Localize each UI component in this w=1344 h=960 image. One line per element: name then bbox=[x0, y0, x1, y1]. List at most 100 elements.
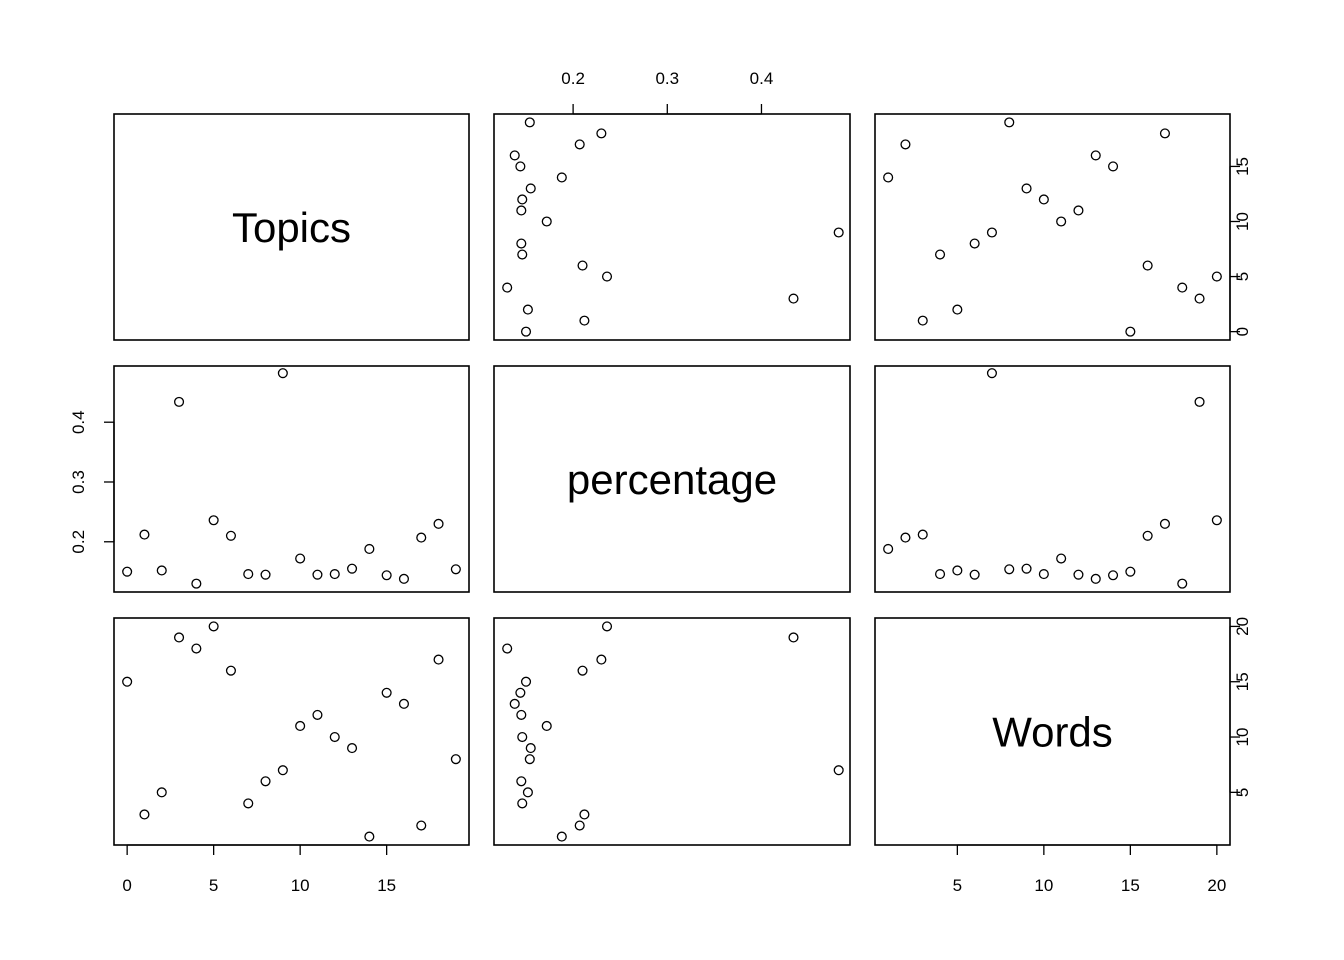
point-Topics-vs-Words-14 bbox=[883, 172, 894, 183]
point-percentage-vs-Words-8 bbox=[969, 569, 980, 580]
point-Words-vs-Topics-18 bbox=[433, 654, 444, 665]
point-Topics-vs-percentage-13 bbox=[525, 183, 536, 194]
point-Topics-vs-percentage-4 bbox=[502, 282, 513, 293]
y-tick-label-right-Words-2: 15 bbox=[1233, 672, 1252, 691]
point-Topics-vs-percentage-8 bbox=[516, 238, 527, 249]
point-percentage-vs-Words-11 bbox=[1073, 569, 1084, 580]
y-tick-label-right-Words-1: 10 bbox=[1233, 728, 1252, 747]
y-tick-label-right-Topics-2: 10 bbox=[1233, 212, 1252, 231]
point-percentage-vs-Words-12 bbox=[1038, 569, 1049, 580]
point-Topics-vs-Words-13 bbox=[1021, 183, 1032, 194]
point-percentage-vs-Topics-16 bbox=[398, 573, 410, 584]
point-percentage-vs-Words-9 bbox=[986, 368, 997, 379]
point-percentage-vs-Words-18 bbox=[1159, 518, 1171, 529]
point-percentage-vs-Words-5 bbox=[1211, 515, 1222, 526]
point-Words-vs-Topics-3 bbox=[173, 632, 185, 643]
point-Words-vs-percentage-19 bbox=[524, 754, 535, 765]
point-percentage-vs-Topics-6 bbox=[225, 530, 236, 541]
y-tick-label-right-Topics-0: 0 bbox=[1233, 327, 1252, 336]
point-percentage-vs-Topics-11 bbox=[312, 569, 323, 580]
point-Topics-vs-percentage-2 bbox=[522, 304, 533, 315]
point-Topics-vs-Words-1 bbox=[917, 315, 928, 326]
point-Words-vs-percentage-0 bbox=[520, 676, 532, 687]
point-percentage-vs-Words-2 bbox=[952, 565, 963, 576]
y-tick-label-right-Words-3: 20 bbox=[1233, 617, 1252, 636]
point-Words-vs-percentage-10 bbox=[541, 720, 552, 732]
point-Topics-vs-Words-4 bbox=[1177, 282, 1188, 293]
point-Topics-vs-Words-16 bbox=[1090, 150, 1101, 161]
point-Words-vs-Topics-17 bbox=[416, 820, 427, 831]
point-Topics-vs-Words-5 bbox=[1211, 271, 1222, 282]
point-Words-vs-Topics-13 bbox=[347, 743, 358, 754]
point-Topics-vs-percentage-11 bbox=[516, 205, 527, 216]
point-Words-vs-Topics-2 bbox=[156, 787, 167, 798]
point-percentage-vs-Words-7 bbox=[934, 569, 946, 580]
point-percentage-vs-Topics-2 bbox=[156, 565, 167, 576]
panel-Topics-Topics bbox=[113, 113, 470, 341]
point-percentage-vs-Topics-19 bbox=[450, 564, 461, 575]
point-Words-vs-Topics-19 bbox=[450, 754, 461, 765]
point-Topics-vs-percentage-1 bbox=[579, 315, 590, 326]
panel-percentage-Topics bbox=[113, 365, 470, 593]
point-Words-vs-Topics-1 bbox=[139, 809, 150, 820]
y-tick-label-right-Topics-1: 5 bbox=[1233, 272, 1252, 281]
point-Words-vs-percentage-18 bbox=[596, 654, 607, 665]
point-percentage-vs-Topics-4 bbox=[191, 578, 202, 589]
panel-Topics-percentage bbox=[493, 113, 851, 341]
point-Words-vs-Topics-16 bbox=[398, 698, 410, 709]
point-Topics-vs-Words-19 bbox=[1004, 117, 1015, 128]
point-percentage-vs-Topics-8 bbox=[260, 569, 271, 580]
y-tick-label-right-Topics-3: 15 bbox=[1233, 157, 1252, 176]
point-Words-vs-percentage-9 bbox=[833, 765, 844, 776]
point-Topics-vs-percentage-5 bbox=[601, 271, 613, 282]
panel-Words-percentage bbox=[493, 617, 851, 846]
x-tick-label-bottom-Topics-0: 0 bbox=[122, 876, 131, 895]
point-Topics-vs-Words-18 bbox=[1159, 128, 1171, 139]
point-Topics-vs-percentage-15 bbox=[515, 161, 526, 172]
point-Topics-vs-Words-8 bbox=[969, 238, 980, 249]
point-percentage-vs-Words-0 bbox=[1125, 566, 1136, 577]
point-percentage-vs-Topics-17 bbox=[416, 532, 427, 543]
point-Words-vs-percentage-14 bbox=[556, 831, 567, 842]
point-percentage-vs-Topics-14 bbox=[364, 543, 375, 555]
point-Words-vs-Topics-9 bbox=[277, 765, 288, 776]
point-Topics-vs-Words-15 bbox=[1108, 161, 1119, 172]
x-tick-label-bottom-Words-0: 5 bbox=[953, 876, 962, 895]
point-Words-vs-percentage-17 bbox=[574, 820, 585, 831]
point-percentage-vs-Topics-5 bbox=[208, 515, 219, 526]
point-Words-vs-percentage-1 bbox=[579, 809, 590, 820]
x-tick-label-bottom-Words-3: 20 bbox=[1207, 876, 1226, 895]
point-percentage-vs-Words-10 bbox=[1056, 553, 1067, 564]
point-Words-vs-percentage-13 bbox=[525, 743, 536, 754]
x-tick-label-bottom-Words-2: 15 bbox=[1121, 876, 1140, 895]
point-percentage-vs-Words-6 bbox=[1142, 530, 1153, 541]
point-percentage-vs-Topics-3 bbox=[173, 396, 185, 407]
point-Topics-vs-percentage-10 bbox=[541, 216, 552, 227]
point-percentage-vs-Words-14 bbox=[883, 543, 894, 555]
point-percentage-vs-Topics-1 bbox=[139, 529, 150, 540]
point-Topics-vs-percentage-0 bbox=[520, 326, 532, 337]
point-Words-vs-percentage-11 bbox=[516, 709, 527, 720]
point-Topics-vs-Words-10 bbox=[1056, 216, 1067, 227]
panel-Words-Topics bbox=[113, 617, 470, 846]
point-Words-vs-percentage-8 bbox=[516, 776, 527, 787]
point-Words-vs-Topics-6 bbox=[225, 665, 236, 676]
point-Topics-vs-Words-7 bbox=[934, 249, 946, 260]
point-Words-vs-percentage-16 bbox=[509, 698, 520, 709]
point-percentage-vs-Words-1 bbox=[917, 529, 928, 540]
point-Words-vs-Topics-11 bbox=[312, 709, 323, 720]
point-Words-vs-Topics-5 bbox=[208, 621, 219, 632]
point-Words-vs-percentage-3 bbox=[788, 632, 799, 643]
point-percentage-vs-Words-3 bbox=[1194, 396, 1205, 407]
point-percentage-vs-Words-15 bbox=[1108, 570, 1119, 581]
point-Topics-vs-Words-3 bbox=[1194, 293, 1205, 304]
point-Words-vs-percentage-6 bbox=[577, 665, 588, 676]
point-Words-vs-Topics-15 bbox=[381, 687, 392, 698]
x-tick-label-bottom-Words-1: 10 bbox=[1034, 876, 1053, 895]
point-percentage-vs-Topics-10 bbox=[295, 553, 306, 564]
point-Words-vs-Topics-8 bbox=[260, 776, 271, 787]
point-Words-vs-Topics-7 bbox=[243, 798, 254, 809]
y-tick-label-left-percentage-1: 0.3 bbox=[69, 470, 88, 494]
y-tick-label-left-percentage-2: 0.4 bbox=[69, 410, 88, 434]
point-Topics-vs-percentage-9 bbox=[833, 227, 844, 238]
